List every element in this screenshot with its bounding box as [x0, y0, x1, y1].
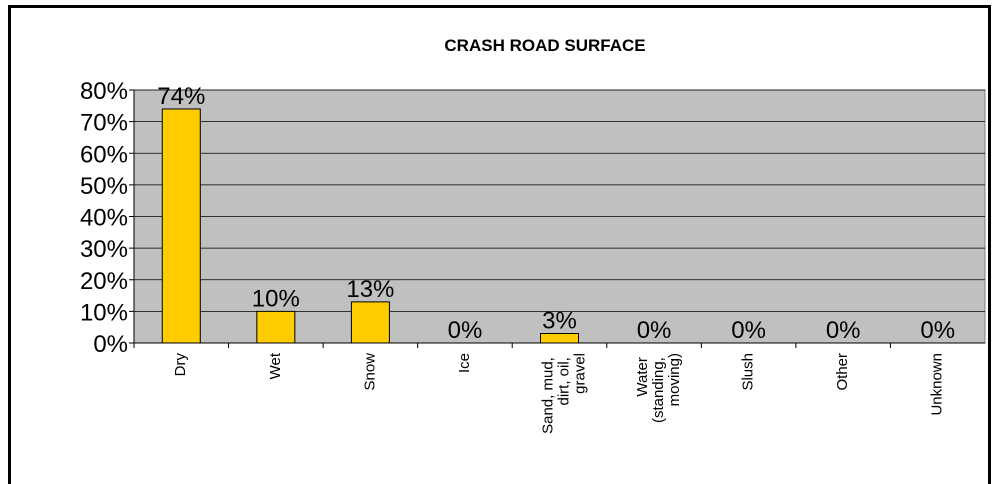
- x-tick-label: Ice: [456, 353, 473, 373]
- value-label: 0%: [637, 317, 672, 344]
- x-tick-label: Other: [834, 353, 851, 391]
- x-tick-label: Wet: [267, 352, 284, 379]
- bar: [350, 301, 390, 344]
- y-tick-label: 60%: [80, 141, 128, 168]
- x-tick-label: Dry: [172, 353, 189, 377]
- value-label: 74%: [157, 83, 205, 110]
- value-label: 0%: [826, 317, 861, 344]
- x-tick-label: Sand, mud, dirt, oil, gravel: [539, 353, 588, 434]
- y-tick-label: 70%: [80, 110, 128, 137]
- y-tick-label: 0%: [93, 331, 128, 358]
- y-tick-label: 40%: [80, 205, 128, 232]
- y-tick-label: 10%: [80, 299, 128, 326]
- value-label: 0%: [920, 317, 955, 344]
- value-label: 3%: [542, 308, 577, 335]
- bar: [161, 108, 201, 344]
- x-tick-label: Snow: [361, 353, 378, 391]
- x-tick-label: Unknown: [929, 353, 946, 416]
- y-tick-label: 50%: [80, 173, 128, 200]
- bar: [256, 310, 296, 344]
- chart-title: CRASH ROAD SURFACE: [444, 36, 645, 55]
- value-label: 10%: [252, 285, 300, 312]
- value-label: 0%: [731, 317, 766, 344]
- y-tick-label: 30%: [80, 236, 128, 263]
- value-label: 13%: [346, 276, 394, 303]
- y-tick-label: 80%: [80, 78, 128, 105]
- value-label: 0%: [448, 317, 483, 344]
- x-tick-label: Slush: [740, 353, 757, 391]
- y-tick-label: 20%: [80, 268, 128, 295]
- x-tick-label: Water (standing, moving): [634, 353, 683, 423]
- bar: [540, 333, 579, 344]
